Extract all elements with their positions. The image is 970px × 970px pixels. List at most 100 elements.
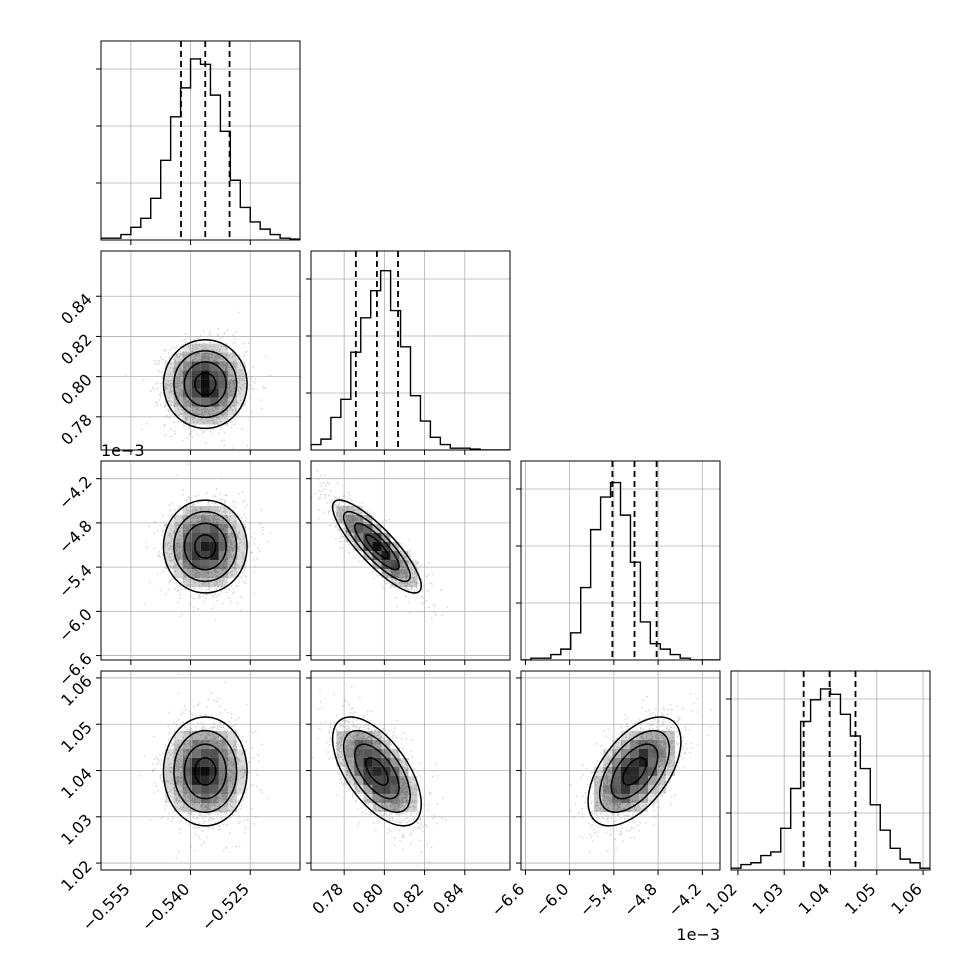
y-tick-label: −4.8: [55, 516, 96, 557]
density-cell: [390, 802, 400, 812]
density-cell: [612, 793, 622, 803]
density-cell: [164, 757, 174, 767]
density-cell: [603, 766, 613, 776]
density-cell: [639, 775, 649, 785]
density-cell: [236, 757, 246, 767]
density-cell: [381, 784, 391, 794]
density-cell: [372, 739, 382, 749]
density-cell: [200, 514, 210, 524]
density-cell: [236, 532, 246, 542]
contour-level: [173, 510, 238, 583]
density-cell: [594, 802, 604, 812]
density-cell: [657, 775, 667, 785]
density-cell: [209, 388, 219, 398]
density-cell: [390, 793, 400, 803]
density-cell: [594, 784, 604, 794]
density-cell: [218, 793, 228, 803]
density-cell: [173, 406, 183, 416]
density-cell: [182, 379, 192, 389]
density-cell: [191, 352, 201, 362]
density-cell: [200, 523, 210, 533]
contour-level: [354, 743, 400, 800]
y-tick-label: 1.04: [57, 764, 96, 803]
density-cell: [200, 505, 210, 515]
density-cell: [236, 550, 246, 560]
contour-level: [194, 534, 217, 559]
density-cell: [182, 397, 192, 407]
density-cell: [639, 802, 649, 812]
density-cell: [612, 739, 622, 749]
x-tick-label: −6.6: [487, 879, 528, 920]
density-cell: [227, 532, 237, 542]
density-cell: [191, 361, 201, 371]
density-cell: [657, 784, 667, 794]
density-cell: [218, 559, 228, 569]
y-tick-label: 1.05: [57, 718, 96, 757]
density-cell: [209, 568, 219, 578]
density-cell: [648, 757, 658, 767]
density-cell: [218, 739, 228, 749]
density-cell: [173, 730, 183, 740]
density-cell: [345, 514, 355, 524]
density-cell: [621, 784, 631, 794]
density-2-0: [144, 463, 272, 621]
density-cell: [227, 793, 237, 803]
density-cell: [408, 793, 418, 803]
density-cell: [603, 757, 613, 767]
y-tick-label: 1.03: [57, 810, 96, 849]
density-cell: [209, 793, 219, 803]
density-cell: [336, 730, 346, 740]
density-cell: [200, 757, 210, 767]
density-cell: [390, 748, 400, 758]
density-cell: [363, 775, 373, 785]
density-cell: [173, 766, 183, 776]
density-cell: [372, 757, 382, 767]
density-cell: [354, 730, 364, 740]
density-cell: [200, 361, 210, 371]
x-tick-label: −4.8: [620, 879, 661, 920]
density-cell: [390, 757, 400, 767]
contour-level: [354, 522, 400, 571]
density-cell: [227, 730, 237, 740]
density-cell: [191, 577, 201, 587]
density-cell: [218, 343, 228, 353]
density-cell: [603, 802, 613, 812]
density-cell: [408, 802, 418, 812]
density-cell: [182, 739, 192, 749]
density-cell: [191, 379, 201, 389]
density-cell: [345, 532, 355, 542]
density-cell: [227, 388, 237, 398]
sample-points: [124, 311, 271, 449]
density-cell: [639, 730, 649, 740]
density-cell: [381, 541, 391, 551]
density-cell: [200, 397, 210, 407]
density-cell: [191, 532, 201, 542]
panel-frame: [520, 460, 721, 661]
density-3-2: [570, 692, 712, 853]
contour-level: [331, 499, 423, 594]
density-cell: [191, 784, 201, 794]
density-cell: [209, 775, 219, 785]
density-cell: [236, 766, 246, 776]
density-cell: [218, 775, 228, 785]
panel-3-2: −6.6 −6.0 −5.4 −4.8 −4.2: [487, 670, 721, 920]
density-cell: [200, 352, 210, 362]
density-cell: [227, 568, 237, 578]
density-cell: [399, 550, 409, 560]
density-cell: [200, 775, 210, 785]
density-cell: [390, 559, 400, 569]
density-cell: [612, 802, 622, 812]
density-cell: [594, 793, 604, 803]
density-cell: [173, 379, 183, 389]
density-cell: [363, 730, 373, 740]
density-cell: [621, 775, 631, 785]
y-tick-label: 0.80: [57, 370, 96, 409]
density-cell: [173, 388, 183, 398]
density-cell: [354, 505, 364, 515]
panel-1-1: [306, 250, 511, 455]
density-cell: [381, 739, 391, 749]
density-cell: [372, 748, 382, 758]
density-cell: [381, 568, 391, 578]
density-cell: [209, 784, 219, 794]
density-cell: [173, 748, 183, 758]
